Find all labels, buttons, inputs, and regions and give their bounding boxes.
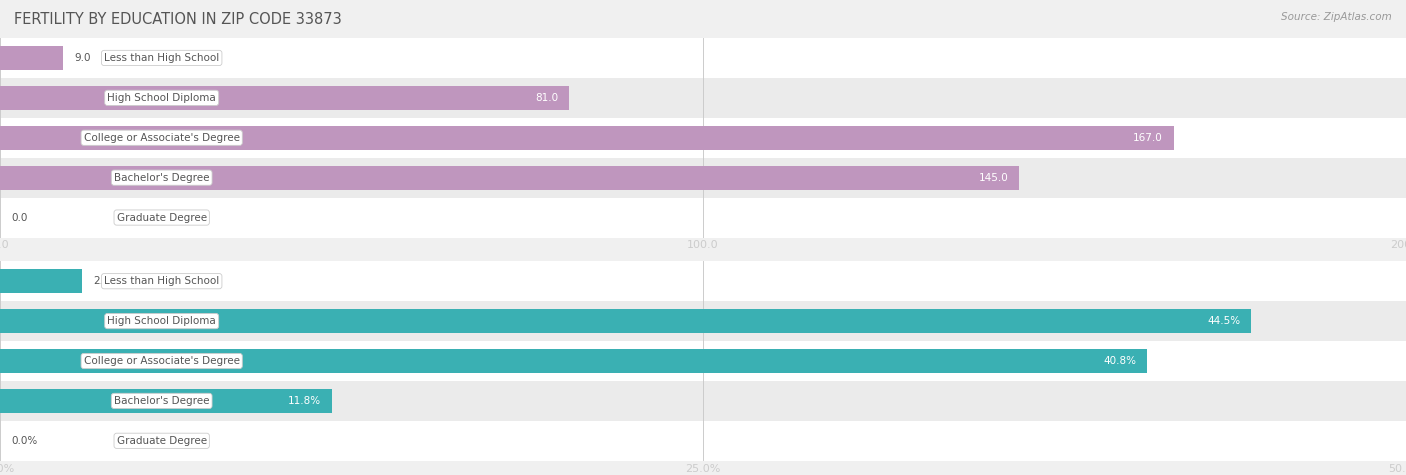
Text: 0.0: 0.0 bbox=[11, 212, 28, 223]
Text: College or Associate's Degree: College or Associate's Degree bbox=[84, 133, 239, 143]
Bar bbox=[0, 78, 1406, 118]
Text: High School Diploma: High School Diploma bbox=[107, 93, 217, 103]
Text: 81.0: 81.0 bbox=[536, 93, 558, 103]
Text: Less than High School: Less than High School bbox=[104, 53, 219, 63]
Text: 9.0: 9.0 bbox=[75, 53, 91, 63]
Bar bbox=[0, 421, 1406, 461]
Text: 11.8%: 11.8% bbox=[287, 396, 321, 406]
Text: 145.0: 145.0 bbox=[979, 172, 1008, 183]
Text: 40.8%: 40.8% bbox=[1104, 356, 1136, 366]
Bar bbox=[0, 118, 1406, 158]
Text: Graduate Degree: Graduate Degree bbox=[117, 212, 207, 223]
Bar bbox=[0, 349, 1147, 373]
Text: Bachelor's Degree: Bachelor's Degree bbox=[114, 396, 209, 406]
Bar bbox=[0, 126, 1174, 150]
Text: College or Associate's Degree: College or Associate's Degree bbox=[84, 356, 239, 366]
Bar bbox=[0, 46, 63, 70]
Bar bbox=[0, 86, 569, 110]
Text: 0.0%: 0.0% bbox=[11, 436, 38, 446]
Text: Bachelor's Degree: Bachelor's Degree bbox=[114, 172, 209, 183]
Bar bbox=[0, 38, 1406, 78]
Bar bbox=[0, 198, 1406, 238]
Bar bbox=[0, 341, 1406, 381]
Text: 167.0: 167.0 bbox=[1133, 133, 1163, 143]
Bar bbox=[0, 309, 1251, 333]
Text: FERTILITY BY EDUCATION IN ZIP CODE 33873: FERTILITY BY EDUCATION IN ZIP CODE 33873 bbox=[14, 12, 342, 27]
Text: 44.5%: 44.5% bbox=[1206, 316, 1240, 326]
Text: Graduate Degree: Graduate Degree bbox=[117, 436, 207, 446]
Text: High School Diploma: High School Diploma bbox=[107, 316, 217, 326]
Bar bbox=[0, 166, 1019, 190]
Bar bbox=[0, 381, 1406, 421]
Bar bbox=[0, 269, 82, 293]
Text: 2.9%: 2.9% bbox=[93, 276, 120, 286]
Text: Less than High School: Less than High School bbox=[104, 276, 219, 286]
Bar bbox=[0, 158, 1406, 198]
Text: Source: ZipAtlas.com: Source: ZipAtlas.com bbox=[1281, 12, 1392, 22]
Bar bbox=[0, 301, 1406, 341]
Bar bbox=[0, 389, 332, 413]
Bar bbox=[0, 261, 1406, 301]
